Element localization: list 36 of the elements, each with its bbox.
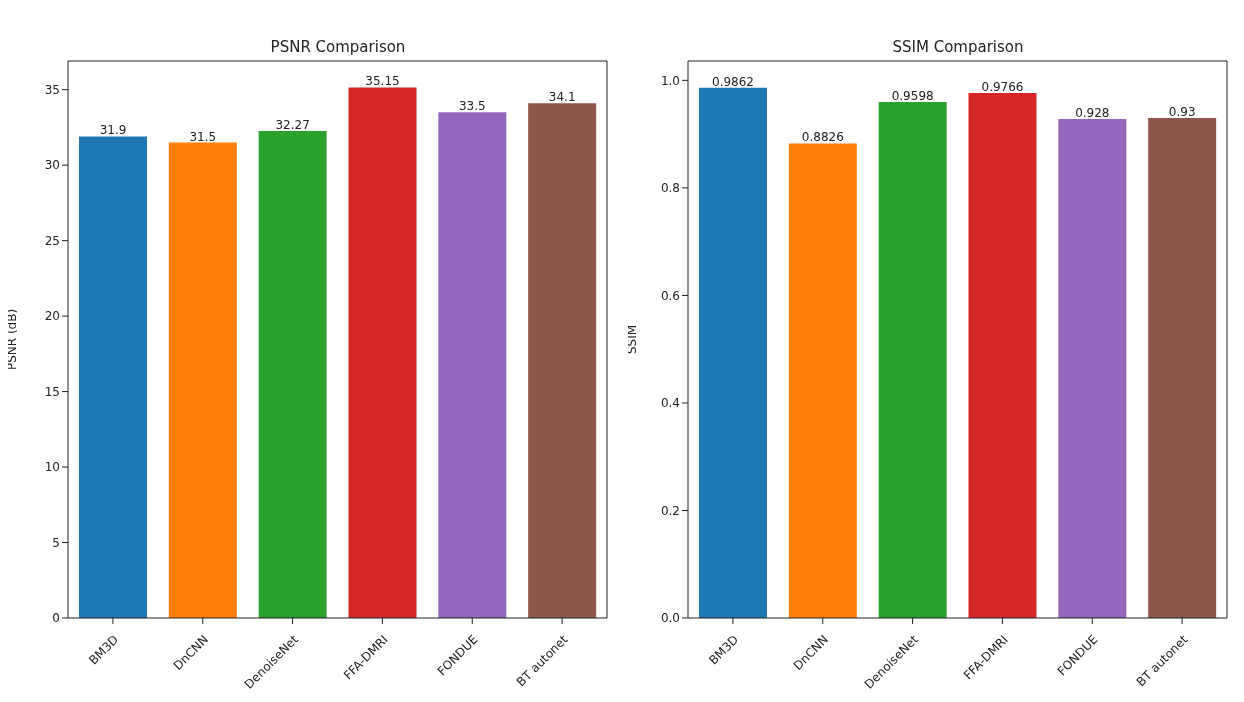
bar [258,130,327,618]
data-label: 0.928 [1075,106,1110,121]
data-label: 34.1 [548,90,576,105]
y-axis-title: SSIM [625,324,640,355]
y-tick-label: 0 [52,611,60,626]
chart-title: SSIM Comparison [891,38,1025,56]
y-tick-label: 0.8 [660,181,680,196]
y-tick-label: 0.4 [660,396,680,411]
bar [168,142,237,618]
data-label: 31.5 [189,129,217,144]
data-label: 0.93 [1168,104,1196,119]
y-tick-label: 1.0 [660,73,680,88]
y-tick-label: 10 [44,460,60,475]
y-axis-title: PSNR (dB) [5,308,20,371]
y-tick-label: 25 [44,233,60,248]
y-tick-label: 30 [44,158,60,173]
bar [79,136,147,618]
bar [438,112,507,618]
data-label: 0.9766 [981,79,1024,94]
y-tick-label: 0.6 [660,288,680,303]
data-label: 31.9 [99,123,127,138]
chart-title: PSNR Comparison [269,38,407,56]
data-label: 35.15 [365,74,400,89]
data-label: 0.9862 [712,74,754,89]
data-label: 0.8826 [801,130,844,145]
bar [528,103,597,618]
data-label: 0.9598 [891,88,934,103]
y-tick-label: 0.2 [660,503,680,518]
y-tick-label: 20 [44,309,60,324]
y-tick-label: 15 [44,384,60,399]
y-tick-label: 5 [52,535,60,550]
y-tick-label: 0.0 [660,611,680,626]
bar [348,87,417,618]
data-label: 32.27 [275,117,310,132]
data-label: 33.5 [458,99,486,114]
y-tick-label: 35 [44,82,60,97]
